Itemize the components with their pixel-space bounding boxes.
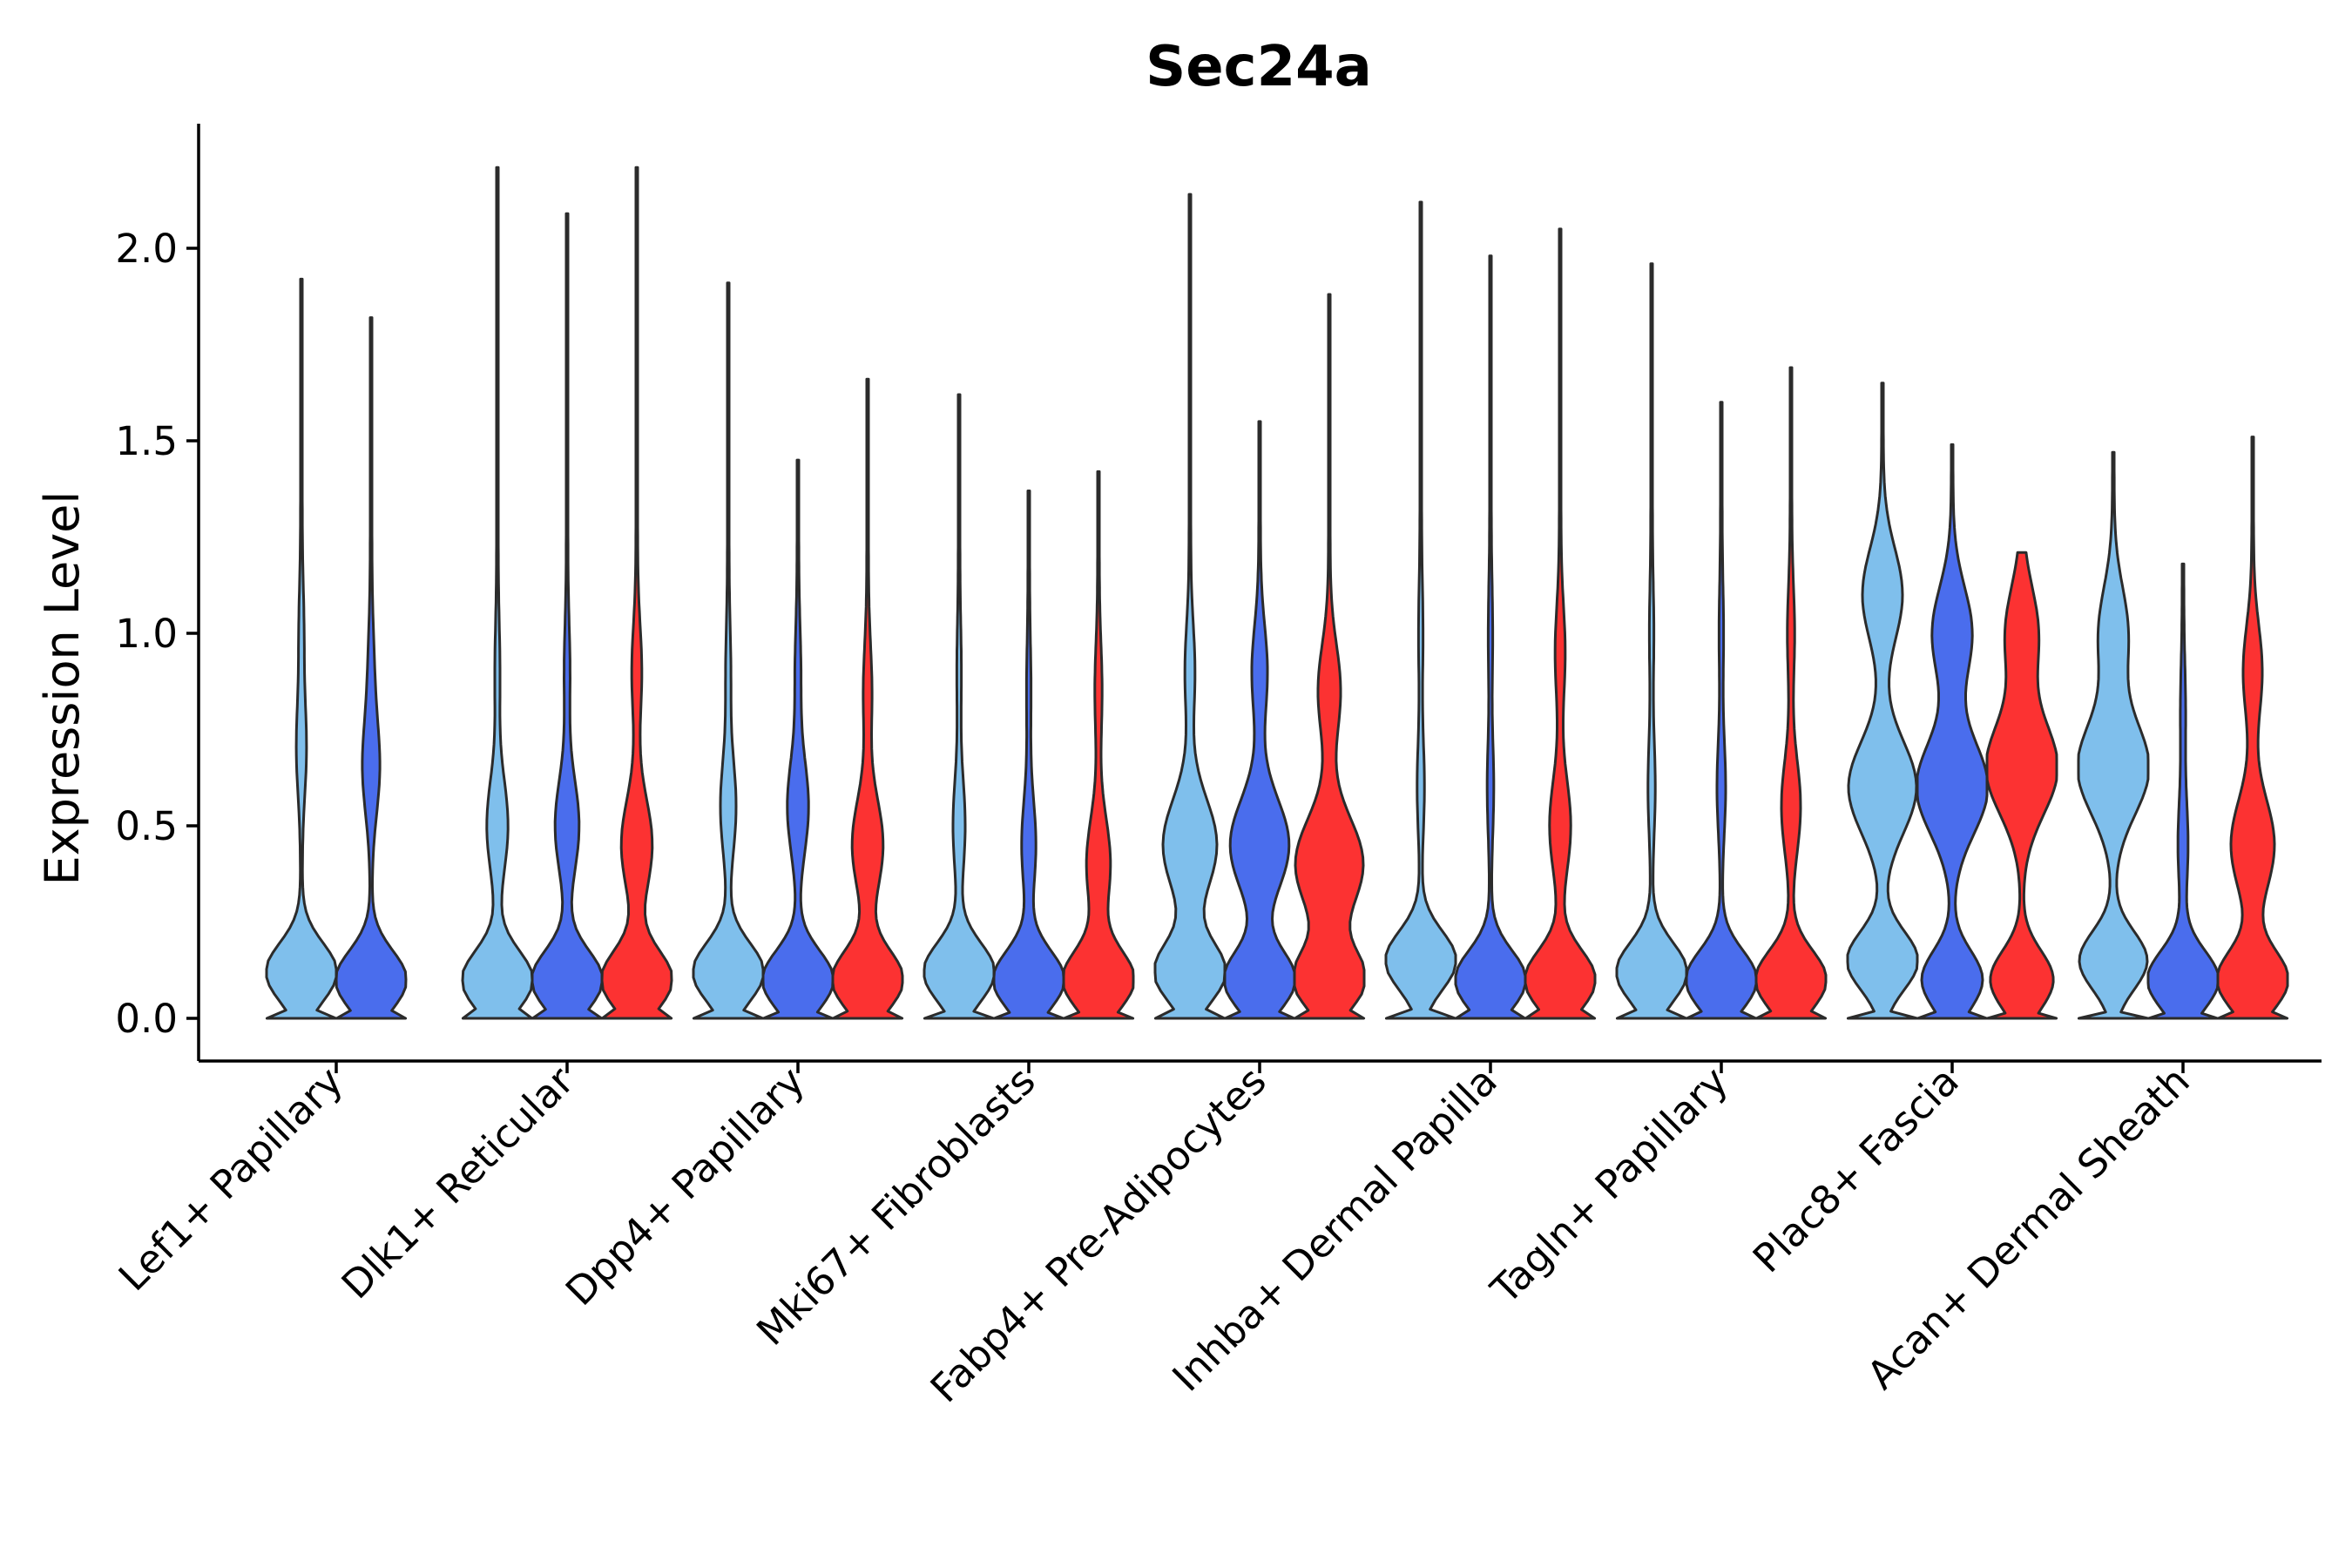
- violin-0-1: [335, 316, 408, 1020]
- y-tick-label: 0.5: [115, 803, 178, 849]
- y-tick-label: 1.0: [115, 611, 178, 657]
- x-tick-label: Dlk1+ Reticular: [333, 1058, 583, 1308]
- violin-4-0: [1153, 193, 1227, 1020]
- violin-1-1: [531, 212, 604, 1020]
- violin-1-2: [600, 166, 673, 1020]
- violin-0-0: [265, 277, 338, 1020]
- violin-3-1: [992, 490, 1065, 1020]
- violin-2-2: [831, 377, 904, 1020]
- violin-8-1: [2146, 562, 2220, 1020]
- y-tick-label: 2.0: [115, 226, 178, 272]
- violin-5-1: [1454, 254, 1527, 1020]
- violin-6-0: [1615, 262, 1688, 1020]
- violin-1-0: [461, 166, 534, 1020]
- x-tick-label: Tagln+ Papillary: [1482, 1058, 1737, 1313]
- violin-8-0: [2077, 450, 2150, 1020]
- x-tick-label: Dpp4+ Papillary: [557, 1058, 814, 1315]
- x-tick-label: Plac8+ Fascia: [1744, 1058, 1968, 1281]
- violin-4-1: [1223, 420, 1296, 1020]
- violin-2-0: [692, 281, 765, 1020]
- violin-5-0: [1384, 200, 1457, 1020]
- violin-3-0: [923, 393, 996, 1020]
- violin-7-0: [1846, 382, 1919, 1020]
- violin-7-1: [1916, 443, 1989, 1020]
- violin-2-1: [761, 458, 835, 1020]
- violin-3-2: [1062, 470, 1135, 1020]
- y-axis-ticks: 0.0 0.5 1.0 1.5 2.0: [115, 226, 199, 1042]
- chart-title: Sec24a: [1146, 35, 1372, 99]
- violin-4-2: [1293, 293, 1366, 1020]
- violin-7-2: [1985, 551, 2058, 1020]
- y-tick-label: 1.5: [115, 418, 178, 464]
- violin-layer: [265, 166, 2289, 1020]
- violin-8-2: [2216, 436, 2289, 1020]
- violin-6-1: [1685, 401, 1758, 1020]
- x-tick-label: Lef1+ Papillary: [110, 1058, 352, 1300]
- violin-6-2: [1754, 366, 1828, 1020]
- y-tick-label: 0.0: [115, 996, 178, 1042]
- violin-5-2: [1524, 227, 1597, 1020]
- y-axis-label: Expression Level: [35, 491, 90, 886]
